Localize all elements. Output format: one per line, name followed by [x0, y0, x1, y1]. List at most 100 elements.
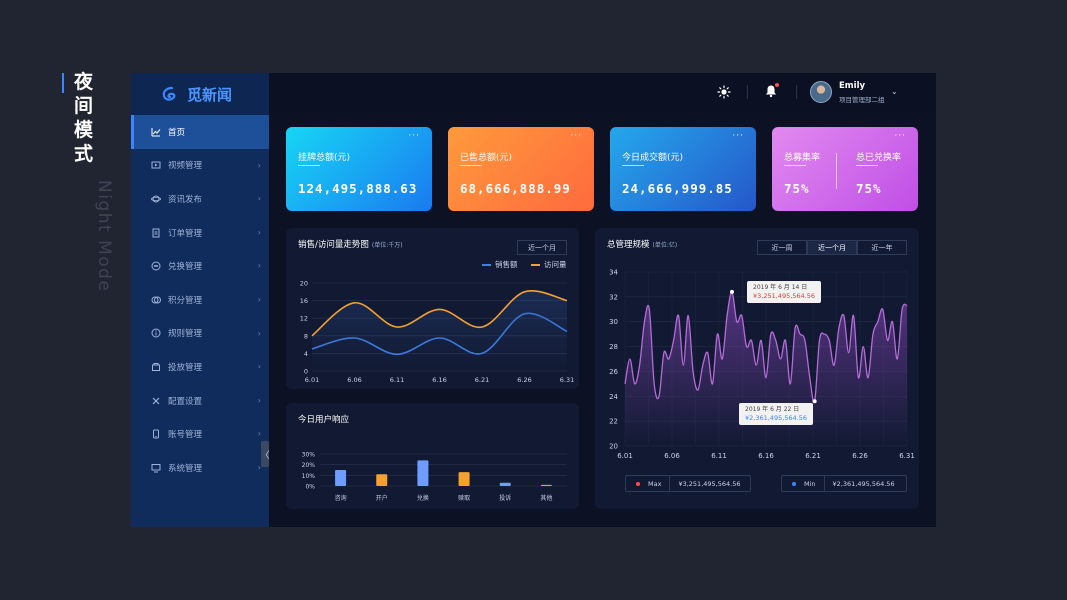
kpi-value: 68,666,888.99: [460, 181, 571, 196]
notification-dot: [775, 83, 779, 87]
monitor-icon: [151, 463, 161, 473]
y-tick-label: 30: [609, 318, 618, 326]
response-panel: 今日用户响应 0% 10% 20% 30% 咨询 开户 兑换 赎取 投诉 其他: [286, 403, 579, 509]
min-tooltip: 2019 年 6 月 22 日 ¥2,361,495,564.56: [739, 403, 814, 425]
title-underline: [298, 165, 320, 166]
legend-swatch: [531, 263, 540, 266]
y-tick-label: 16: [300, 297, 308, 305]
min-label: Min: [804, 479, 816, 488]
sidebar-item-10[interactable]: 系统管理 ›: [131, 451, 269, 485]
tooltip-date: 2019 年 6 月 22 日: [745, 406, 800, 413]
avatar[interactable]: [810, 81, 832, 103]
tooltip-date: 2019 年 6 月 14 日: [753, 284, 808, 291]
response-bar-chart: 0% 10% 20% 30% 咨询 开户 兑换 赎取 投诉 其他: [302, 452, 567, 502]
chevron-left-icon: 〈: [260, 450, 270, 461]
more-icon[interactable]: ···: [732, 131, 744, 141]
y-tick-label: 24: [609, 393, 618, 401]
kpi-value: 24,666,999.85: [622, 181, 733, 196]
kpi-card-today-volume[interactable]: ··· 今日成交额(元) 24,666,999.85: [610, 127, 756, 211]
sidebar-item-label: 配置设置: [168, 396, 203, 407]
sidebar-item-2[interactable]: 资讯发布 ›: [131, 182, 269, 216]
sidebar-item-5[interactable]: 积分管理 ›: [131, 283, 269, 317]
sidebar-item-label: 兑换管理: [168, 262, 203, 273]
more-icon[interactable]: ···: [894, 131, 906, 141]
tab-week[interactable]: 近一周: [757, 240, 807, 255]
x-tick-label: 投诉: [499, 494, 511, 502]
series-line: [624, 291, 908, 404]
kpi-title-raise-rate: 总募集率: [784, 153, 821, 163]
more-icon[interactable]: ···: [408, 131, 420, 141]
kpi-value-raise-rate: 75%: [784, 181, 810, 196]
app-window: 觅新闻 首页 视频管理 › 资讯发布 › 订单管理 › 兑换管理 › 积分管理 › 规则管理 › 投放管理…: [131, 73, 936, 527]
tab-year[interactable]: 近一年: [857, 240, 907, 255]
sidebar-item-9[interactable]: 账号管理 ›: [131, 417, 269, 451]
sidebar-item-1[interactable]: 视频管理 ›: [131, 149, 269, 183]
kpi-card-sold-total[interactable]: ··· 已售总额(元) 68,666,888.99: [448, 127, 594, 211]
chevron-right-icon: ›: [257, 462, 261, 472]
caption-accent-bar: [62, 73, 64, 93]
scale-area-chart: 20 22 24 26 28 30 32 34 6.01 6.06 6.11 6.16 6.21 6.26…: [609, 269, 915, 461]
y-tick-label: 34: [609, 269, 618, 277]
delivery-icon: [152, 362, 160, 371]
title-underline: [784, 165, 806, 166]
y-tick-label: 22: [609, 418, 618, 426]
summary-divider: [823, 475, 825, 492]
bar-2: [417, 460, 429, 486]
period-select[interactable]: 近一个月: [517, 240, 567, 255]
bar-4: [499, 482, 511, 486]
y-tick-label: 26: [609, 368, 618, 376]
bar-3: [458, 472, 470, 486]
sidebar-item-3[interactable]: 订单管理 ›: [131, 216, 269, 250]
sidebar: 觅新闻 首页 视频管理 › 资讯发布 › 订单管理 › 兑换管理 › 积分管理 › 规则管理 › 投放管理…: [131, 73, 270, 527]
tab-month[interactable]: 近一个月: [807, 240, 857, 255]
sidebar-item-6[interactable]: 规则管理 ›: [131, 317, 269, 351]
sidebar-item-label: 投放管理: [168, 362, 203, 373]
sidebar-item-label: 积分管理: [168, 295, 203, 306]
scale-panel: 总管理规模 (单位:亿) 近一周 近一个月 近一年 20 22 24 26 28 30 32 3…: [595, 228, 919, 509]
response-title: 今日用户响应: [298, 415, 350, 425]
more-icon[interactable]: ···: [570, 131, 582, 141]
chevron-right-icon: ›: [257, 294, 261, 304]
x-tick-label: 赎取: [458, 494, 470, 502]
y-tick-label: 8: [304, 332, 308, 340]
max-tooltip: 2019 年 6 月 14 日 ¥3,251,495,564.56: [747, 281, 822, 303]
x-tick-label: 6.16: [432, 376, 446, 384]
brand-name: 觅新闻: [187, 85, 233, 104]
kpi-title: 挂牌总额(元): [298, 153, 351, 163]
legend-sales: 销售额: [482, 259, 518, 270]
tools-icon: [152, 397, 160, 404]
max-label: Max: [648, 479, 662, 488]
sidebar-item-8[interactable]: 配置设置 ›: [131, 384, 269, 418]
kpi-card-rates[interactable]: ··· 总募集率 75% 总已兑换率 75%: [772, 127, 918, 211]
sidebar-item-0[interactable]: 首页: [131, 115, 269, 149]
legend-visits: 访问量: [531, 259, 567, 270]
kpi-card-listed-total[interactable]: ··· 挂牌总额(元) 124,495,888.63: [286, 127, 432, 211]
tooltip-value: ¥2,361,495,564.56: [745, 414, 808, 422]
kpi-value: 124,495,888.63: [298, 181, 418, 196]
x-tick-label: 6.21: [805, 452, 821, 460]
bar-0: [335, 470, 347, 486]
sidebar-item-7[interactable]: 投放管理 ›: [131, 350, 269, 384]
kpi-value-exchange-rate: 75%: [856, 181, 882, 196]
panel-title: 总管理规模 (单位:亿): [607, 238, 677, 250]
y-tick-label: 20%: [302, 462, 316, 469]
x-tick-label: 其他: [540, 494, 552, 502]
collapse-sidebar-button[interactable]: 〈: [260, 441, 270, 467]
video-icon: [151, 161, 161, 169]
phone-icon: [153, 429, 159, 439]
sidebar-item-4[interactable]: 兑换管理 ›: [131, 249, 269, 283]
x-tick-label: 6.26: [517, 376, 531, 384]
max-summary: Max ¥3,251,495,564.56: [625, 475, 751, 492]
y-tick-label: 0%: [305, 484, 315, 491]
chevron-right-icon: ›: [257, 328, 261, 338]
user-name[interactable]: Emily: [839, 81, 866, 91]
x-tick-label: 6.11: [390, 376, 404, 384]
max-dot: [636, 481, 640, 486]
theme-toggle-sun-icon[interactable]: [717, 85, 731, 99]
tooltip-value: ¥3,251,495,564.56: [753, 292, 816, 300]
brand-logo[interactable]: 觅新闻: [131, 73, 269, 115]
notification-bell-icon[interactable]: [764, 84, 778, 98]
caption-subtitle: Night Mode: [94, 180, 114, 293]
sidebar-item-label: 账号管理: [168, 430, 203, 441]
chevron-down-icon[interactable]: ⌄: [891, 87, 898, 96]
